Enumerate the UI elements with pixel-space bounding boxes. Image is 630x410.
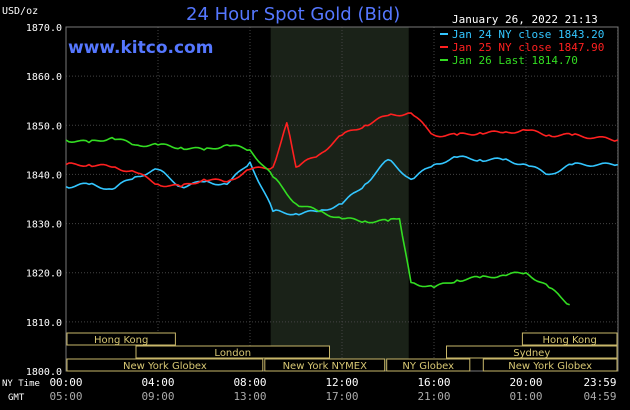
series-line-3 [65, 136, 570, 306]
y-tick-label: 1830.0 [26, 220, 62, 231]
x-tick-label-gmt: 05:00 [49, 390, 82, 403]
x-tick-label-gmt: 13:00 [233, 390, 266, 403]
legend-entry: Jan 26 Last 1814.70 [452, 54, 578, 67]
session-box [66, 358, 264, 372]
watermark-kitco: www.kitco.com [68, 38, 214, 58]
nymex-session-shade [270, 27, 409, 371]
y-tick-label: 1870.0 [26, 23, 62, 34]
session-box [135, 345, 330, 359]
x-axis-ny-label: NY Time [2, 379, 40, 389]
y-tick-label: 1810.0 [26, 318, 62, 329]
chart-title: 24 Hour Spot Gold (Bid) [186, 4, 401, 25]
x-tick-label-gmt: 04:59 [583, 390, 616, 403]
timestamp: January 26, 2022 21:13 [452, 13, 598, 26]
x-tick-label-ny: 08:00 [233, 376, 266, 389]
y-tick-label: 1850.0 [26, 121, 62, 132]
session-label: New York NYMEX [283, 361, 368, 372]
session-label: Hong Kong [543, 335, 597, 346]
session-box [66, 332, 176, 346]
x-tick-label-ny: 20:00 [509, 376, 542, 389]
session-box [446, 345, 618, 359]
unit-label: USD/oz [2, 6, 39, 17]
x-axis-gmt-label: GMT [8, 393, 25, 403]
session-label: New York Globex [123, 361, 207, 372]
legend-entry: Jan 24 NY close 1843.20 [452, 28, 604, 41]
x-tick-label-gmt: 01:00 [509, 390, 542, 403]
x-tick-label-ny: 04:00 [141, 376, 174, 389]
series-line-1 [65, 155, 618, 216]
x-tick-label-gmt: 21:00 [417, 390, 450, 403]
session-box [482, 358, 618, 372]
session-box [521, 332, 618, 346]
session-label: NY Globex [402, 361, 454, 372]
session-box [386, 358, 471, 372]
session-label: London [214, 348, 251, 359]
x-tick-label-ny: 12:00 [325, 376, 358, 389]
session-label: New York Globex [508, 361, 592, 372]
y-tick-label: 1840.0 [26, 170, 62, 181]
x-tick-label-gmt: 09:00 [141, 390, 174, 403]
x-tick-label-ny: 16:00 [417, 376, 450, 389]
series-line-2 [65, 112, 619, 188]
y-tick-label: 1860.0 [26, 72, 62, 83]
session-label: Sydney [513, 348, 550, 359]
y-tick-label: 1800.0 [26, 367, 62, 378]
session-label: Hong Kong [94, 335, 148, 346]
x-tick-label-ny: 23:59 [583, 376, 616, 389]
x-tick-label-gmt: 17:00 [325, 390, 358, 403]
x-tick-label-ny: 00:00 [49, 376, 82, 389]
y-tick-label: 1820.0 [26, 269, 62, 280]
legend-entry: Jan 25 NY close 1847.90 [452, 41, 604, 54]
session-box [264, 358, 386, 372]
